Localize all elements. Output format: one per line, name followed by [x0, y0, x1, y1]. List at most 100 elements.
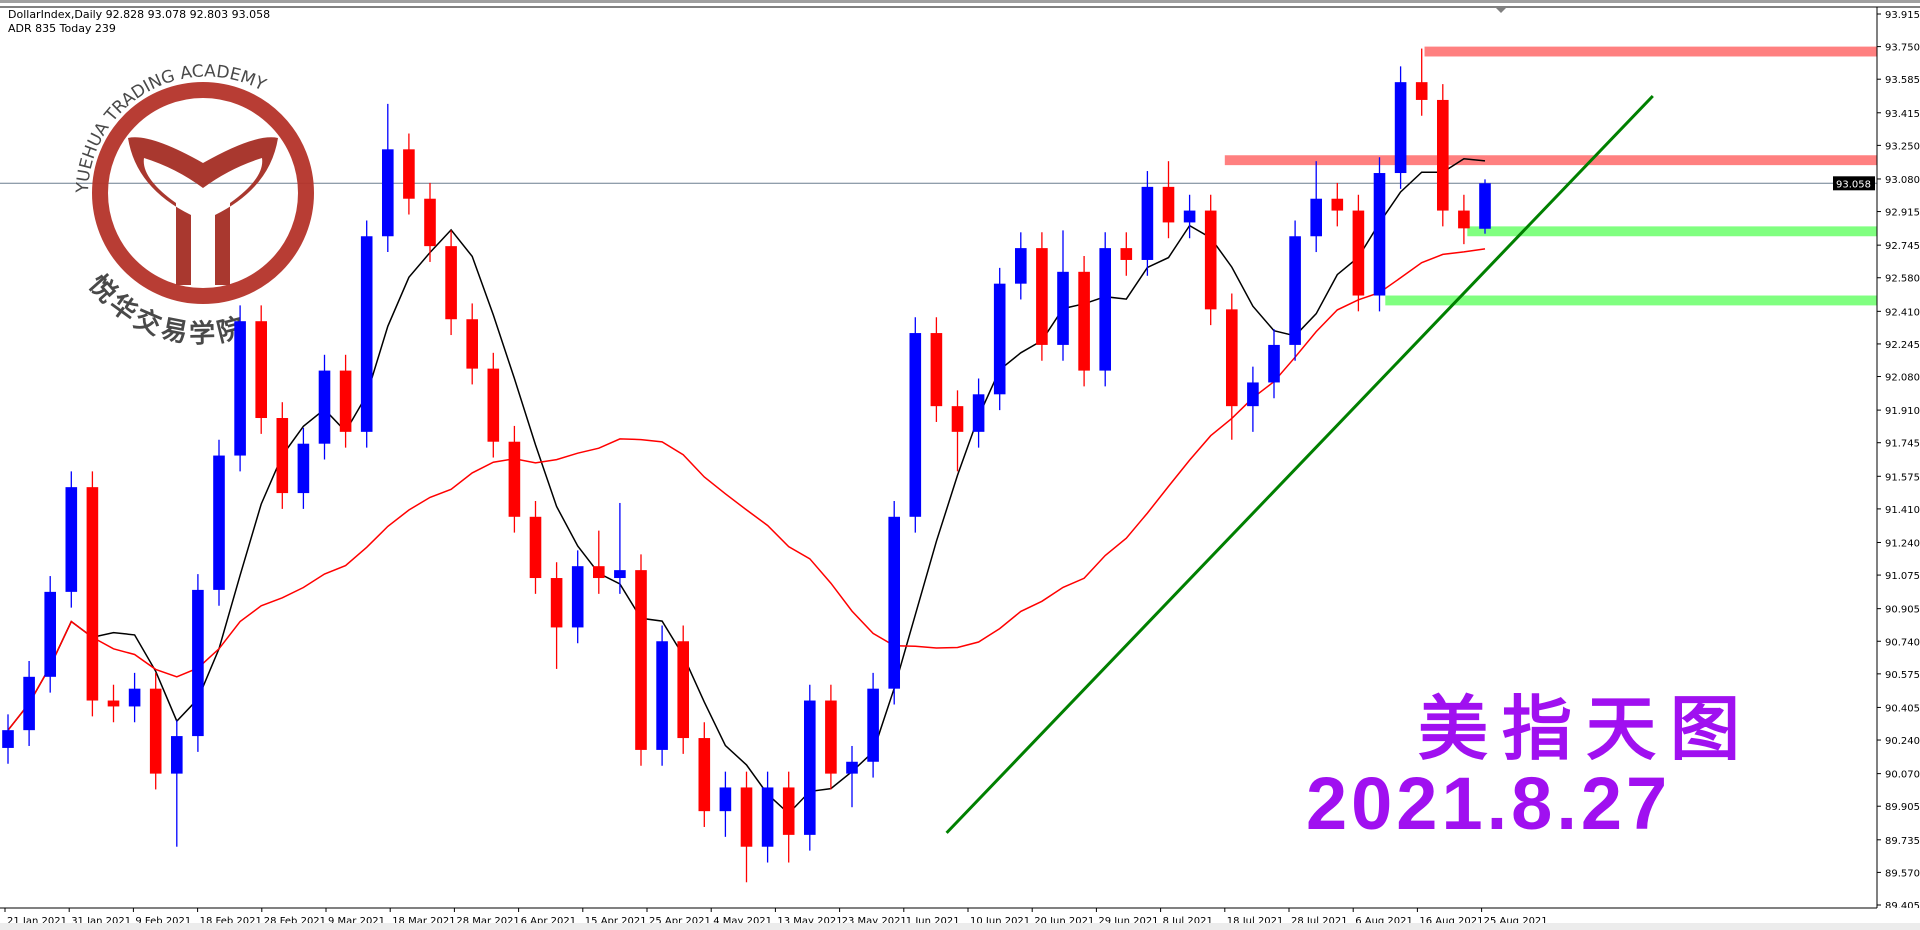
candle[interactable] [972, 378, 985, 448]
candle[interactable] [761, 771, 774, 863]
time-tick-label: 4 May 2021 [713, 916, 772, 927]
candle[interactable] [1415, 48, 1428, 116]
candle[interactable] [128, 672, 141, 723]
candlestick-chart[interactable]: YUEHUA TRADING ACADEMY 悦华交易学院 93.915 93.7… [0, 3, 1920, 930]
candle[interactable] [360, 220, 373, 448]
candle[interactable] [782, 771, 795, 863]
price-tick-label: 89.570 [1885, 868, 1920, 879]
candle[interactable] [1331, 182, 1344, 227]
candle[interactable] [951, 390, 964, 472]
candle[interactable] [149, 672, 162, 790]
candle[interactable] [424, 182, 436, 262]
candle-body [86, 487, 99, 701]
candle[interactable] [1183, 194, 1196, 239]
candle[interactable] [192, 574, 204, 752]
candle-body [740, 787, 753, 847]
candle-body [592, 566, 605, 579]
candle[interactable] [1458, 194, 1470, 245]
candle[interactable] [1394, 66, 1407, 189]
candle[interactable] [740, 771, 753, 883]
candle[interactable] [677, 625, 690, 754]
candle[interactable] [1204, 194, 1217, 326]
candle[interactable] [719, 771, 732, 837]
candle[interactable] [1078, 256, 1090, 387]
candle[interactable] [318, 354, 331, 460]
candle[interactable] [1373, 157, 1386, 312]
candle[interactable] [909, 317, 922, 533]
candle[interactable] [86, 471, 99, 717]
candle[interactable] [803, 684, 816, 851]
candle-body [381, 149, 394, 237]
candle[interactable] [23, 661, 35, 746]
candle[interactable] [276, 402, 289, 509]
candle[interactable] [297, 427, 310, 509]
candle[interactable] [508, 425, 521, 533]
candle[interactable] [170, 720, 183, 847]
candle-body [487, 368, 500, 442]
candle[interactable] [825, 684, 837, 790]
candle[interactable] [698, 722, 711, 827]
candle[interactable] [1436, 84, 1449, 227]
candle[interactable] [571, 550, 584, 644]
candle-body [1078, 271, 1090, 371]
candle-body [1479, 183, 1491, 229]
resistance-zone[interactable] [1424, 46, 1877, 57]
candle[interactable] [1036, 232, 1048, 361]
time-tick-label: 13 May 2021 [777, 916, 842, 927]
candle[interactable] [466, 303, 479, 385]
candle[interactable] [1225, 293, 1238, 440]
candle[interactable] [656, 625, 668, 766]
candle[interactable] [930, 317, 943, 422]
price-tick-label: 93.585 [1885, 75, 1920, 86]
candle[interactable] [592, 530, 605, 594]
candle[interactable] [1120, 232, 1133, 276]
candle[interactable] [1162, 161, 1175, 239]
price-tick-label: 90.575 [1885, 670, 1920, 681]
support-zone[interactable] [1385, 295, 1877, 306]
candle[interactable] [44, 576, 57, 693]
candle[interactable] [1479, 179, 1491, 234]
candle[interactable] [339, 354, 352, 448]
candle[interactable] [993, 267, 1006, 411]
time-tick-label: 25 Apr 2021 [649, 916, 711, 927]
candle[interactable] [107, 684, 120, 723]
candle[interactable] [1289, 220, 1301, 361]
candle[interactable] [2, 714, 14, 764]
candle[interactable] [213, 439, 225, 606]
candle[interactable] [65, 471, 78, 608]
candle[interactable] [487, 352, 500, 458]
candle-body [1415, 82, 1428, 100]
resistance-zone[interactable] [1224, 155, 1877, 166]
candle[interactable] [1057, 230, 1069, 361]
candle[interactable] [1099, 232, 1112, 387]
candle[interactable] [867, 672, 879, 778]
candle[interactable] [614, 502, 626, 594]
candle[interactable] [381, 103, 394, 253]
candle[interactable] [234, 305, 246, 472]
candle[interactable] [550, 562, 563, 669]
price-tick-label: 92.580 [1885, 274, 1920, 285]
candle[interactable] [403, 133, 415, 215]
candle[interactable] [1141, 171, 1154, 276]
candle[interactable] [255, 305, 268, 434]
candle[interactable] [529, 500, 542, 594]
trendline[interactable] [945, 94, 1654, 834]
candle-body [867, 688, 879, 762]
candle-body [614, 570, 626, 579]
price-axis-bg [1877, 3, 1920, 930]
candle[interactable] [445, 230, 457, 336]
candle[interactable] [1352, 194, 1365, 312]
logo-emblem [128, 137, 278, 285]
candle-body [972, 394, 985, 432]
price-tick-label: 91.575 [1885, 472, 1920, 483]
candle-body [1247, 382, 1259, 407]
candle[interactable] [1247, 366, 1259, 432]
candle[interactable] [846, 745, 858, 808]
candle[interactable] [1268, 329, 1280, 399]
support-zone[interactable] [1467, 226, 1877, 237]
candle[interactable] [1310, 161, 1323, 253]
candle[interactable] [888, 500, 901, 705]
chart-shift-marker[interactable] [1496, 8, 1506, 13]
candle[interactable] [1014, 232, 1027, 300]
candle[interactable] [635, 554, 647, 766]
